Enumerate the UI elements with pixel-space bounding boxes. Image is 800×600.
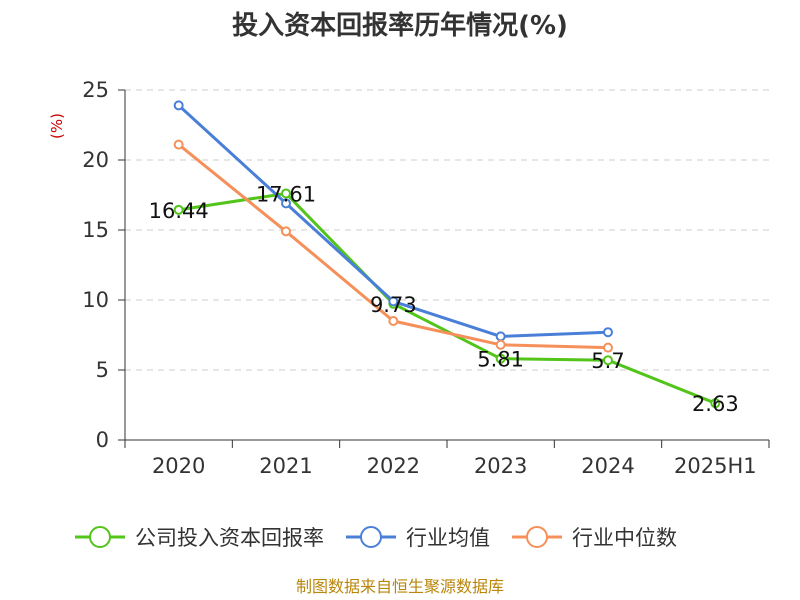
data-labels: 16.44 17.61 9.73 5.81 5.7 2.63 bbox=[149, 182, 739, 416]
series-line-0 bbox=[178, 191, 716, 405]
series-point-0 bbox=[281, 188, 291, 199]
data-label: 5.7 bbox=[591, 349, 624, 373]
grid-lines bbox=[125, 89, 769, 371]
data-label: 5.81 bbox=[477, 348, 524, 372]
series-point-1 bbox=[388, 296, 399, 307]
legend-marker bbox=[526, 526, 548, 548]
chart-title: 投入资本回报率历年情况(%) bbox=[232, 10, 568, 41]
x-tick-label: 2021 bbox=[259, 454, 312, 478]
series-point-1 bbox=[281, 198, 291, 209]
legend-label: 行业均值 bbox=[406, 526, 490, 550]
y-tick-label: 20 bbox=[82, 148, 109, 172]
y-tick-label: 10 bbox=[82, 288, 109, 312]
x-tick-label: 2022 bbox=[367, 454, 420, 478]
axes: 0 5 10 15 20 25 2020 2021 2022 2023 2024 2025H1 bbox=[82, 78, 770, 478]
x-tick-label: 2024 bbox=[581, 454, 634, 478]
source-note: 制图数据来自恒生聚源数据库 bbox=[296, 577, 504, 596]
legend-marker bbox=[360, 526, 382, 548]
series-point-0 bbox=[603, 355, 613, 366]
legend-label: 行业中位数 bbox=[572, 526, 677, 550]
series-point-1 bbox=[495, 331, 506, 342]
series-point-2 bbox=[388, 316, 399, 326]
series-point-0 bbox=[495, 353, 506, 364]
data-label: 2.63 bbox=[692, 392, 739, 416]
y-axis-unit: (%) bbox=[48, 113, 66, 139]
x-tick-label: 2020 bbox=[152, 454, 205, 478]
legend: 公司投入资本回报率 行业均值 行业中位数 bbox=[75, 526, 677, 550]
series-lines bbox=[173, 100, 721, 409]
series-point-2 bbox=[281, 226, 291, 237]
data-label: 9.73 bbox=[370, 293, 417, 317]
series-point-2 bbox=[173, 139, 184, 150]
series-point-2 bbox=[603, 342, 613, 353]
data-label: 16.44 bbox=[149, 199, 209, 223]
y-tick-label: 25 bbox=[82, 78, 109, 102]
x-tick-label: 2025H1 bbox=[674, 454, 757, 478]
series-point-1 bbox=[173, 100, 184, 111]
x-tick-label: 2023 bbox=[474, 454, 527, 478]
legend-label: 公司投入资本回报率 bbox=[135, 526, 324, 550]
data-label: 17.61 bbox=[256, 182, 316, 206]
series-point-2 bbox=[495, 339, 506, 350]
y-tick-label: 5 bbox=[96, 358, 109, 382]
series-point-1 bbox=[603, 327, 613, 338]
series-point-0 bbox=[710, 398, 721, 409]
y-tick-label: 15 bbox=[82, 218, 109, 242]
y-tick-label: 0 bbox=[96, 428, 109, 452]
series-point-0 bbox=[173, 204, 184, 215]
legend-marker bbox=[89, 526, 111, 548]
